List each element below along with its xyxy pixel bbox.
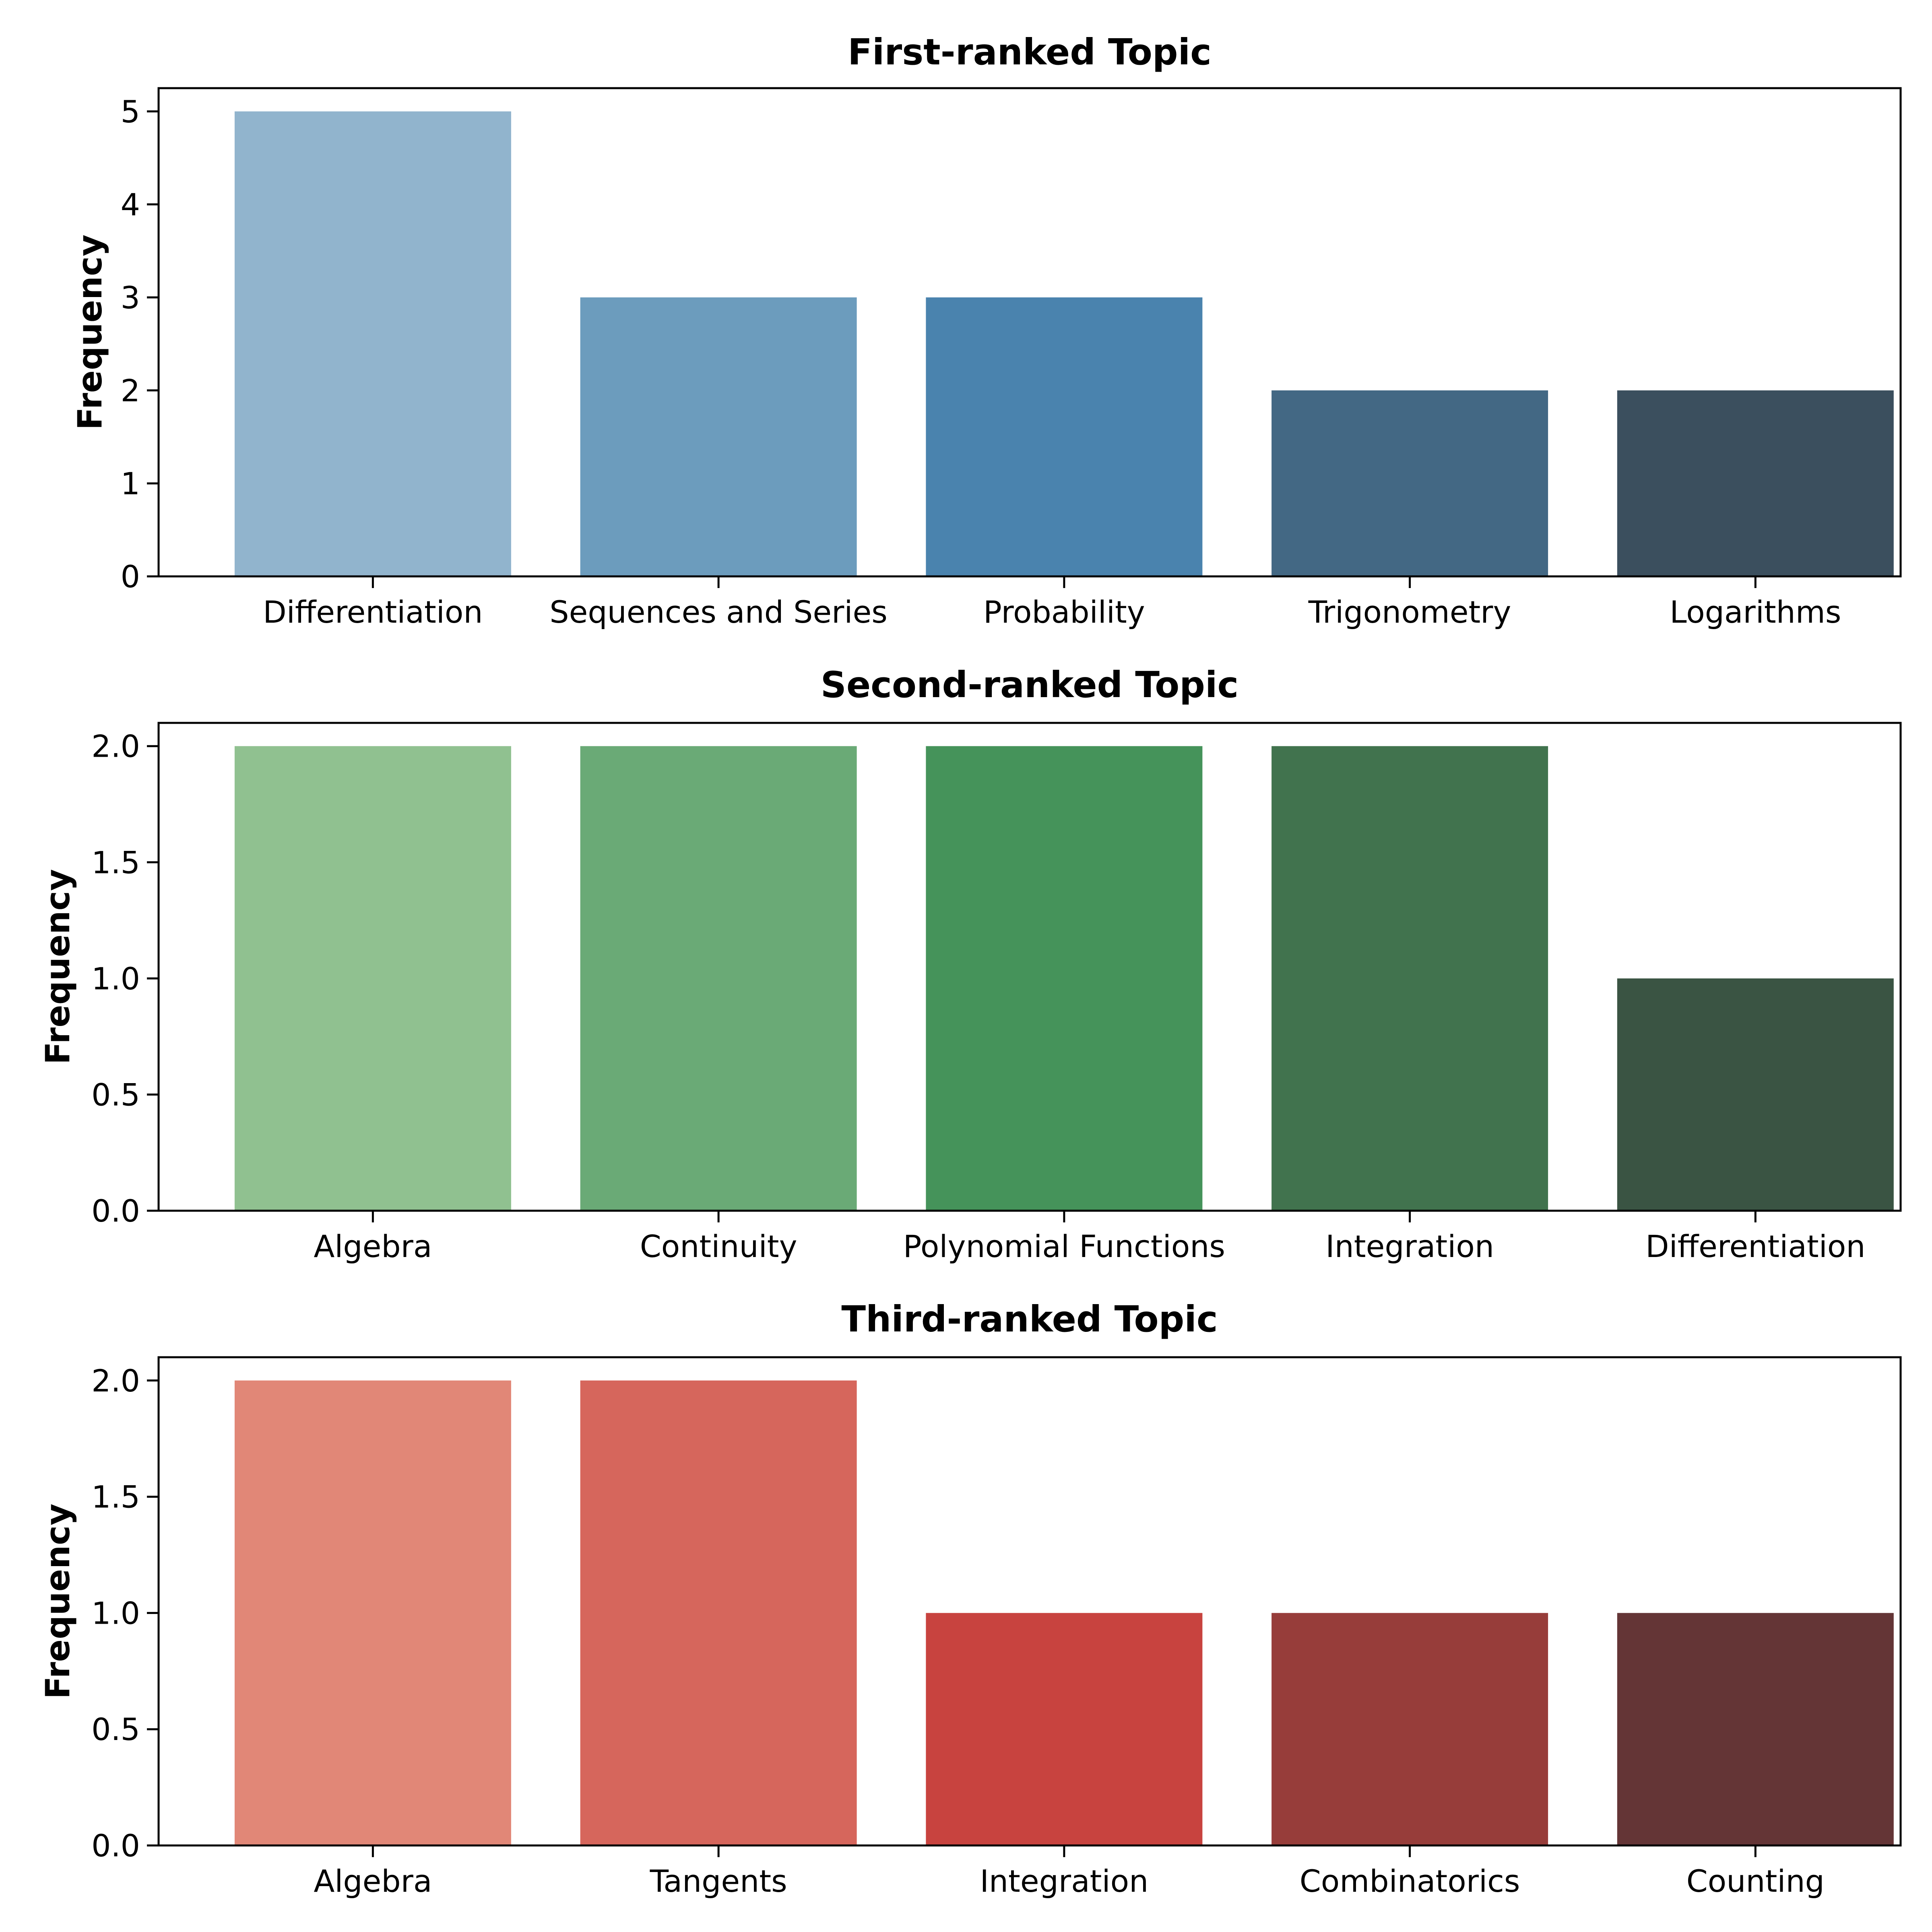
y-tick-label: 0.5 [91, 1077, 140, 1113]
y-tick-label: 5 [121, 94, 140, 130]
chart-title: Second-ranked Topic [821, 664, 1239, 706]
bar-integration [1271, 746, 1548, 1211]
bar-tangents [580, 1380, 857, 1845]
x-tick-label: Algebra [314, 1228, 432, 1264]
bar-probability [926, 297, 1203, 576]
chart-panel-1: First-ranked Topic Frequency Differentiati… [70, 31, 1902, 630]
y-tick-label: 1.0 [91, 1595, 140, 1631]
bar-trigonometry [1271, 390, 1548, 576]
y-tick-label: 0.0 [91, 1828, 140, 1864]
chart-title: Third-ranked Topic [841, 1298, 1218, 1340]
axes-frame [157, 722, 1902, 1212]
y-tick-label: 2.0 [91, 1363, 140, 1399]
y-axis-label: Frequency [38, 1504, 77, 1699]
x-tick-label: Continuity [640, 1228, 797, 1264]
chart-title: First-ranked Topic [848, 31, 1212, 73]
y-axis-label: Frequency [38, 869, 77, 1065]
bar-algebra [234, 746, 511, 1211]
chart-panel-3: Third-ranked Topic Frequency Algebra Tangen… [38, 1298, 1902, 1899]
x-tick-label: Probability [983, 594, 1145, 630]
bar-integration [926, 1613, 1203, 1845]
y-tick-label: 1.5 [91, 1479, 140, 1515]
bar-logarithms [1617, 390, 1894, 576]
axes-frame [157, 87, 1902, 578]
y-tick-label: 2.0 [91, 729, 140, 764]
x-tick-label: Differentiation [1645, 1228, 1865, 1264]
bar-differentiation [1617, 978, 1894, 1211]
bar-sequences-and-series [580, 297, 857, 576]
y-tick-label: 0.0 [91, 1193, 140, 1229]
bar-counting [1617, 1613, 1894, 1845]
x-tick-label: Algebra [314, 1863, 432, 1899]
x-tick-label: Trigonometry [1308, 594, 1511, 630]
x-tick-label: Differentiation [263, 594, 483, 630]
y-tick-label: 1 [121, 466, 140, 502]
x-tick-label: Sequences and Series [549, 594, 888, 630]
bar-continuity [580, 746, 857, 1211]
y-tick-label: 0.5 [91, 1711, 140, 1747]
axes-frame [157, 1356, 1902, 1847]
y-tick-label: 1.0 [91, 961, 140, 997]
bar-polynomial-functions [926, 746, 1203, 1211]
x-tick-label: Tangents [650, 1863, 787, 1899]
x-tick-label: Combinatorics [1300, 1863, 1520, 1899]
bar-combinatorics [1271, 1613, 1548, 1845]
x-tick-label: Logarithms [1670, 594, 1841, 630]
y-tick-label: 4 [121, 187, 140, 223]
x-tick-label: Polynomial Functions [903, 1228, 1225, 1264]
bar-algebra [234, 1380, 511, 1845]
y-tick-label: 2 [121, 373, 140, 409]
x-tick-label: Integration [1325, 1228, 1494, 1264]
y-tick-label: 1.5 [91, 844, 140, 880]
y-tick-label: 3 [121, 280, 140, 316]
x-tick-label: Counting [1686, 1863, 1825, 1899]
bar-differentiation [234, 111, 511, 576]
chart-panel-2: Second-ranked Topic Frequency Algebra Conti… [38, 664, 1902, 1264]
x-tick-label: Integration [980, 1863, 1148, 1899]
y-tick-label: 0 [121, 559, 140, 594]
y-axis-label: Frequency [70, 235, 109, 430]
